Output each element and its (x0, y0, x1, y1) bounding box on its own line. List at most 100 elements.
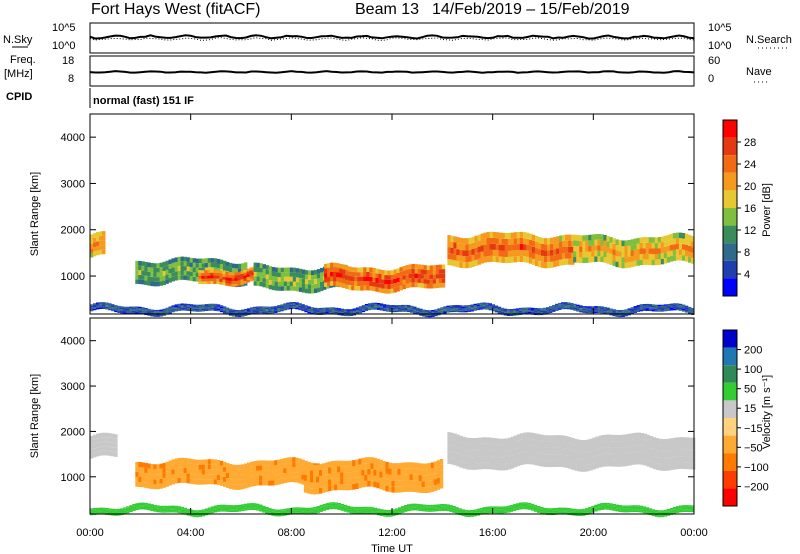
echo-cell (419, 508, 423, 510)
echo-cell (93, 439, 97, 444)
echo-cell (114, 434, 118, 439)
echo-cell (479, 510, 483, 512)
echo-cell (265, 475, 269, 481)
echo-cell (567, 305, 571, 307)
echo-cell (585, 240, 589, 247)
echo-cell (156, 484, 160, 490)
echo-cell (651, 237, 656, 243)
echo-cell (431, 508, 435, 511)
echo-cell (527, 505, 532, 508)
echo-cell (351, 271, 355, 277)
echo-cell (543, 307, 547, 310)
echo-cell (392, 514, 396, 517)
echo-cell (286, 286, 291, 291)
echo-cell (559, 259, 563, 266)
echo-cell (304, 510, 308, 512)
echo-cell (530, 309, 535, 311)
echo-cell (195, 304, 200, 307)
echo-cell (676, 450, 681, 457)
echo-cell (306, 481, 311, 488)
echo-cell (238, 469, 242, 475)
echo-cell (558, 304, 562, 306)
echo-cell (147, 276, 151, 281)
echo-cell (156, 505, 160, 507)
echo-cell (678, 306, 683, 308)
echo-cell (610, 460, 614, 467)
echo-cell (439, 464, 444, 471)
echo-cell (458, 309, 462, 311)
echo-cell (303, 463, 308, 469)
echo-cell (443, 307, 447, 310)
echo-cell (301, 306, 305, 309)
echo-cell (102, 450, 106, 456)
echo-cell (615, 250, 619, 257)
echo-cell (422, 315, 426, 317)
echo-cell (153, 281, 157, 287)
echo-cell (277, 459, 281, 465)
echo-cell (162, 314, 166, 316)
echo-cell (189, 262, 194, 267)
echo-cell (361, 463, 365, 470)
echo-cell (669, 250, 674, 257)
echo-cell (618, 245, 622, 252)
echo-cell (631, 445, 635, 453)
echo-cell (348, 266, 352, 272)
echo-cell (476, 303, 480, 305)
echo-cell (666, 509, 671, 511)
echo-cell (624, 310, 628, 313)
echo-cell (189, 304, 194, 306)
echo-cell (643, 452, 648, 460)
echo-cell (482, 512, 486, 514)
echo-cell (237, 274, 241, 278)
echo-cell (452, 510, 456, 512)
echo-cell (319, 506, 323, 508)
echo-cell (673, 450, 678, 457)
echo-cell (636, 306, 640, 308)
echo-cell (219, 306, 224, 309)
echo-cell (588, 310, 592, 312)
echo-cell (370, 511, 375, 513)
echo-cell (201, 509, 206, 511)
echo-cell (639, 304, 643, 306)
echo-cell (277, 272, 282, 277)
echo-cell (479, 507, 483, 510)
echo-cell (319, 307, 323, 310)
echo-cell (639, 248, 643, 255)
echo-cell (510, 244, 515, 251)
echo-cell (363, 285, 367, 291)
echo-cell (316, 310, 320, 313)
echo-cell (132, 506, 136, 509)
echo-cell (643, 459, 648, 466)
echo-cell (238, 311, 242, 313)
echo-cell (283, 276, 288, 282)
echo-cell (320, 286, 324, 292)
echo-cell (618, 311, 622, 313)
echo-cell (307, 288, 312, 294)
echo-cell (247, 462, 251, 468)
echo-cell (228, 314, 233, 316)
echo-cell (111, 438, 115, 443)
echo-cell (102, 307, 106, 309)
echo-cell (262, 465, 266, 471)
echo-cell (333, 267, 337, 272)
echo-cell (268, 509, 272, 511)
echo-cell (588, 309, 592, 311)
echo-cell (558, 507, 562, 509)
echo-cell (105, 509, 109, 511)
echo-cell (207, 309, 212, 311)
echo-cell (126, 511, 130, 514)
echo-cell (165, 511, 169, 513)
echo-cell (189, 509, 194, 511)
echo-cell (461, 308, 465, 310)
echo-cell (386, 310, 390, 312)
echo-cell (655, 438, 660, 445)
echo-cell (430, 468, 435, 475)
echo-cell (150, 464, 154, 469)
echo-cell (156, 314, 160, 316)
echo-cell (595, 442, 599, 450)
echo-cell (153, 315, 157, 317)
echo-cell (238, 510, 242, 512)
echo-cell (381, 270, 385, 275)
echo-cell (423, 279, 428, 284)
colorbar-tick-label: 12 (744, 225, 756, 237)
